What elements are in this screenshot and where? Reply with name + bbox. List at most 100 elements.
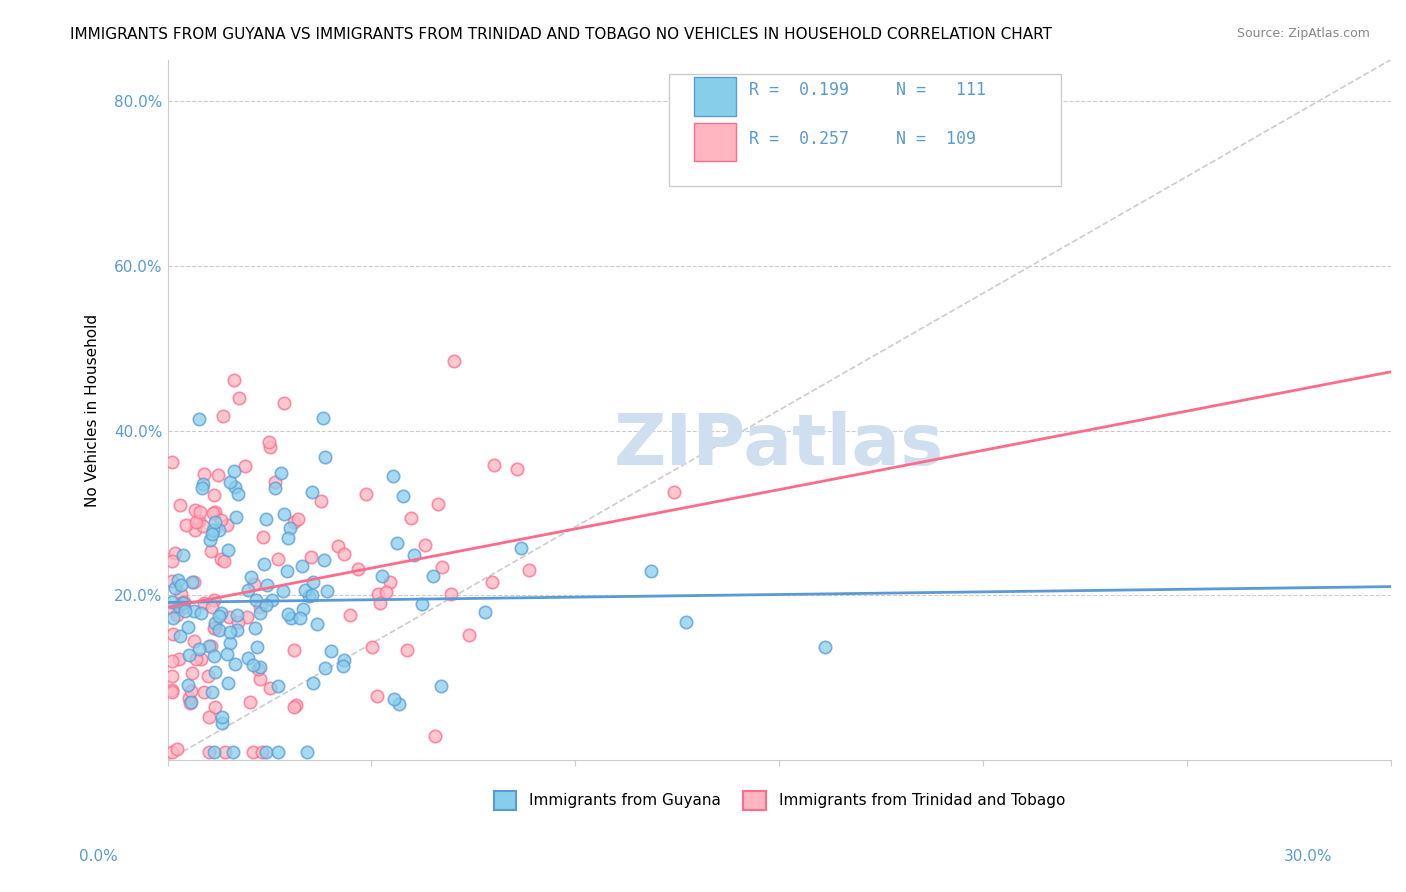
Point [481,574,503,589]
Point [198,710,221,724]
Point [204,621,226,635]
Point [170,587,193,601]
Point [222,464,245,478]
Point [439,587,461,601]
Point [430,679,453,693]
Point [160,455,183,469]
Point [166,608,188,623]
Point [217,676,239,690]
Point [260,593,283,607]
Point [640,564,662,578]
Point [202,621,225,635]
Point [249,659,271,673]
Point [422,569,444,583]
Point [273,396,295,410]
Point [202,506,225,520]
Point [208,609,231,624]
Point [243,621,266,635]
Point [197,639,219,653]
Point [211,709,233,723]
Point [166,742,188,756]
Point [430,559,453,574]
Point [302,676,325,690]
Point [276,564,298,578]
Point [249,606,271,620]
Point [506,462,529,476]
Point [259,441,281,455]
Point [222,745,245,759]
Point [162,611,184,625]
Point [388,697,411,711]
Point [202,593,225,607]
Point [339,608,361,623]
Point [209,606,232,620]
Point [202,488,225,502]
Point [371,568,394,582]
Point [374,585,396,599]
Text: IMMIGRANTS FROM GUYANA VS IMMIGRANTS FROM TRINIDAD AND TOBAGO NO VEHICLES IN HOU: IMMIGRANTS FROM GUYANA VS IMMIGRANTS FRO… [70,27,1052,42]
Point [218,475,240,489]
Point [201,526,224,541]
Point [188,505,211,519]
Point [252,531,274,545]
Point [276,531,298,545]
Point [458,628,481,642]
Point [218,636,240,650]
Point [179,691,201,706]
Point [427,497,450,511]
Point [413,538,436,552]
Text: N =   111: N = 111 [896,80,986,99]
Point [162,627,184,641]
Point [225,623,247,637]
Point [170,596,193,610]
Point [368,596,391,610]
Point [509,541,531,555]
Point [184,515,207,529]
Point [176,620,198,634]
Point [212,554,235,568]
Point [215,647,238,661]
Point [266,745,288,759]
Point [392,489,415,503]
Point [316,584,339,599]
Point [332,659,354,673]
Point [264,481,287,495]
Point [326,539,349,553]
Point [246,662,269,676]
Point [204,504,226,518]
Point [188,514,211,528]
Point [160,574,183,588]
Point [249,672,271,686]
Point [228,615,250,629]
Point [217,543,239,558]
Point [239,570,262,584]
Y-axis label: No Vehicles in Household: No Vehicles in Household [86,313,100,507]
Point [179,696,201,710]
Point [249,600,271,615]
Point [278,521,301,535]
Point [243,577,266,591]
Point [183,575,205,590]
Text: Source: ZipAtlas.com: Source: ZipAtlas.com [1237,27,1371,40]
Point [256,745,278,759]
Point [218,610,240,624]
Text: ZIPatlas: ZIPatlas [614,410,945,480]
Point [211,715,233,730]
Point [267,679,290,693]
Point [169,499,191,513]
Point [321,644,343,658]
Point [224,657,246,671]
Point [191,476,214,491]
Point [181,666,204,681]
Point [284,698,307,712]
Point [198,745,221,759]
Point [183,634,205,648]
Point [287,512,309,526]
Point [354,487,377,501]
Point [675,615,697,630]
Point [204,616,226,631]
Point [517,563,540,577]
Point [190,606,212,620]
Point [173,604,195,618]
Point [160,595,183,609]
